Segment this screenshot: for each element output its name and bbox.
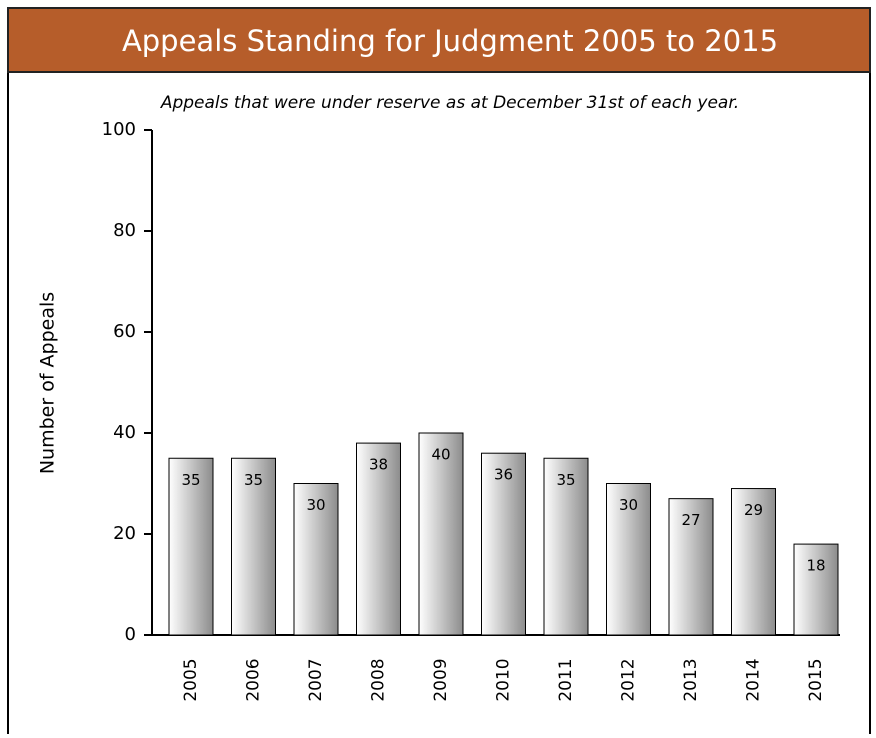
x-tick-label: 2013 <box>681 658 701 701</box>
value-label: 35 <box>556 471 575 489</box>
value-label: 30 <box>619 496 638 514</box>
bar <box>481 452 526 636</box>
x-tick-label: 2010 <box>494 658 514 701</box>
y-axis-label: Number of Appeals <box>37 292 59 474</box>
bar <box>356 442 401 636</box>
y-tick-label: 60 <box>113 321 136 342</box>
x-tick-label: 2007 <box>306 658 326 701</box>
value-label: 40 <box>431 446 450 464</box>
bar <box>293 483 339 636</box>
chart-title: Appeals Standing for Judgment 2005 to 20… <box>122 24 778 58</box>
value-label: 18 <box>806 557 825 575</box>
y-tick-label: 40 <box>113 422 136 443</box>
bar <box>793 543 839 636</box>
y-tick-label: 20 <box>113 523 136 544</box>
x-tick-label: 2014 <box>744 658 764 701</box>
value-label: 27 <box>681 511 700 529</box>
bar <box>418 432 464 636</box>
x-tick-label: 2015 <box>806 658 826 701</box>
x-tick-label: 2006 <box>244 658 264 701</box>
y-tick-label: 0 <box>125 624 136 645</box>
y-tick-label: 80 <box>113 220 136 241</box>
x-tick-label: 2008 <box>369 658 389 701</box>
x-tick-label: 2011 <box>556 658 576 701</box>
value-label: 38 <box>369 456 388 474</box>
bar <box>731 488 776 636</box>
value-label: 35 <box>244 471 263 489</box>
value-label: 35 <box>181 471 200 489</box>
value-label: 29 <box>744 501 763 519</box>
bar <box>668 498 714 636</box>
value-label: 30 <box>306 496 325 514</box>
x-tick-label: 2012 <box>619 658 639 701</box>
bar <box>606 483 651 636</box>
bar <box>231 457 276 636</box>
bar <box>168 457 214 636</box>
y-tick-label: 100 <box>102 119 136 140</box>
bar <box>543 457 589 636</box>
title-banner <box>7 7 871 73</box>
subtitle: Appeals that were under reserve as at De… <box>160 93 739 113</box>
x-tick-label: 2005 <box>181 658 201 701</box>
x-tick-label: 2009 <box>431 658 451 701</box>
value-label: 36 <box>494 466 513 484</box>
